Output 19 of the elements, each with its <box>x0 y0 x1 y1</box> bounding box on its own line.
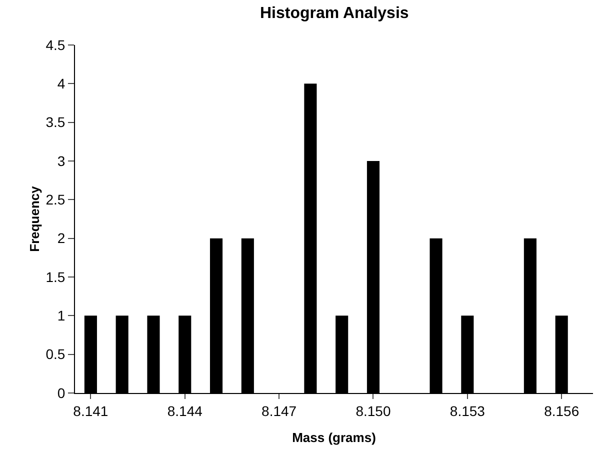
y-tick-label: 3.5 <box>46 114 66 130</box>
y-tick-label: 1.5 <box>46 268 66 285</box>
x-tick-label: 8.156 <box>544 402 580 419</box>
y-axis-title: Frequency <box>27 185 42 252</box>
y-tick-label: 0 <box>57 384 66 401</box>
chart-title: Histogram Analysis <box>260 5 409 22</box>
x-tick-label: 8.153 <box>450 402 486 419</box>
y-tick-label: 4 <box>57 76 66 92</box>
x-tick-label: 8.150 <box>356 402 391 419</box>
x-tick-label: 8.147 <box>262 402 297 419</box>
x-tick-label: 8.141 <box>73 402 108 419</box>
y-tick-label: 2.5 <box>46 192 66 208</box>
y-tick-label: 4.5 <box>46 36 66 53</box>
x-tick-label: 8.144 <box>167 402 203 419</box>
y-tick-label: 1 <box>57 308 66 324</box>
y-tick-label: 3 <box>57 152 66 169</box>
y-tick-label: 0.5 <box>46 346 66 362</box>
x-axis-title: Mass (grams) <box>292 430 376 445</box>
y-tick-label: 2 <box>57 230 66 246</box>
